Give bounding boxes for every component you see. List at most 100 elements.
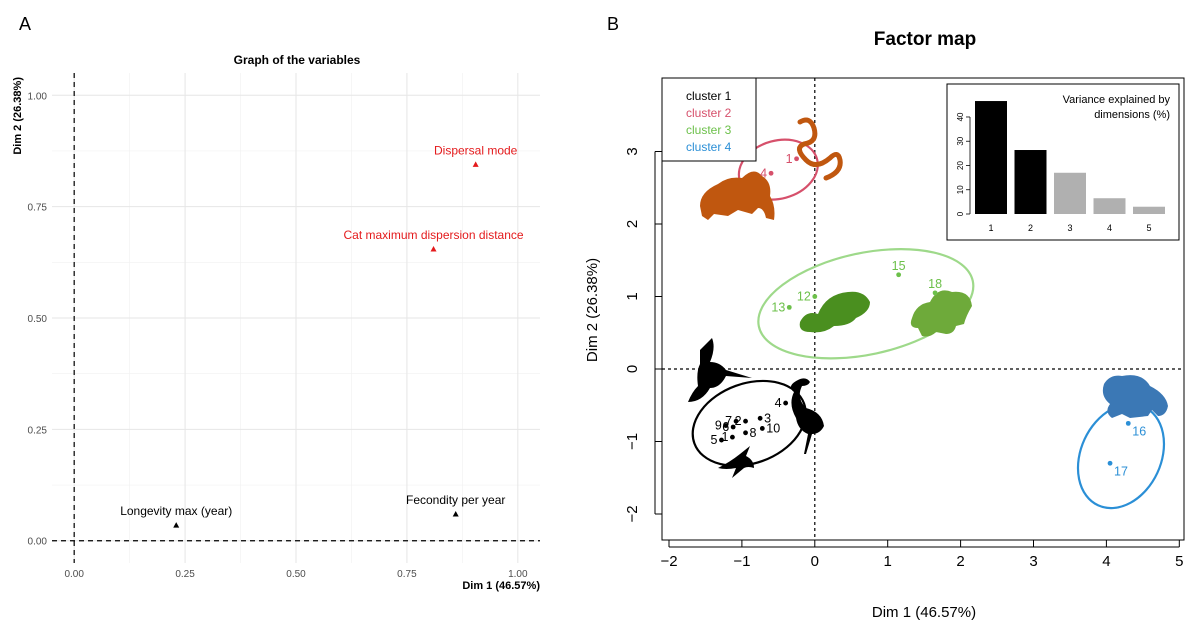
individual-point — [757, 415, 763, 421]
individual-label: 3 — [764, 411, 771, 425]
individual-point — [786, 304, 792, 310]
inset-x-label: 5 — [1146, 223, 1151, 233]
chart-b-title: Factor map — [874, 29, 976, 50]
inset-x-label: 3 — [1067, 223, 1072, 233]
variable-label: Fecondity per year — [406, 493, 505, 507]
panel-a-letter: A — [19, 14, 32, 34]
chart-a-title: Graph of the variables — [234, 53, 361, 67]
individual-label: 17 — [1114, 464, 1128, 478]
chart-b-ylabel: Dim 2 (26.38%) — [584, 258, 601, 362]
individual-point — [759, 426, 765, 431]
panel-b-letter: B — [607, 14, 620, 34]
individual-label: 10 — [766, 421, 780, 435]
cluster-legend: cluster 1 cluster 2 cluster 3 cluster 4 — [661, 77, 757, 162]
x-tick-label: 5 — [1175, 553, 1183, 570]
variance-inset: Variance explained by dimensions (%) 1 2 3… — [946, 83, 1180, 241]
variables-graph: Graph of the variables 0.00 0.00 0.25 0.25 0… — [12, 53, 540, 592]
y-tick-label: 3 — [624, 147, 641, 155]
individual-point — [794, 156, 799, 162]
variable-label: Cat maximum dispersion distance — [343, 228, 523, 242]
cluster-ellipse — [757, 248, 975, 360]
variable-label: Dispersal mode — [434, 143, 518, 157]
inset-y-tick-label: 0 — [956, 211, 965, 216]
variable-point — [173, 522, 180, 528]
x-tick-label: 1 — [884, 553, 892, 570]
individual-point — [743, 430, 748, 436]
inset-title-line-1: Variance explained by — [1063, 94, 1171, 106]
variable-point — [452, 511, 459, 517]
individual-point — [1125, 420, 1131, 426]
individual-label: 4 — [775, 396, 782, 410]
variance-bar — [1133, 206, 1165, 214]
variance-bar — [1093, 198, 1126, 214]
x-tick-label: 0 — [811, 553, 819, 570]
individual-label: 7 — [725, 414, 732, 428]
y-tick-label: 0.50 — [28, 314, 48, 325]
individual-label: 4 — [760, 166, 767, 180]
individual-point — [783, 400, 789, 406]
individual-point — [768, 170, 774, 176]
chart-a-points: Dispersal mode Cat maximum dispersion dis… — [120, 143, 524, 528]
chart-a-xlabel: Dim 1 (46.57%) — [462, 580, 540, 592]
individual-point — [812, 294, 818, 299]
y-tick-label: 2 — [624, 220, 641, 228]
chart-b-plot-box — [661, 77, 1185, 541]
y-tick-label: −2 — [624, 505, 641, 522]
individual-point — [932, 290, 938, 296]
legend-entry-cluster-2: cluster 2 — [686, 106, 732, 120]
variance-bar — [1054, 172, 1086, 214]
variable-point — [430, 245, 437, 252]
legend-box — [661, 77, 757, 162]
beaver-icon — [799, 291, 870, 333]
y-tick-label: 0.25 — [28, 425, 48, 436]
x-tick-label: 1.00 — [508, 569, 528, 580]
variable-label: Longevity max (year) — [120, 504, 232, 518]
individual-point — [730, 434, 735, 440]
individual-label: 13 — [771, 300, 785, 314]
frog-icon-orange — [700, 171, 775, 220]
x-tick-label: 2 — [956, 553, 964, 570]
inset-bars: 1 2 3 4 5 — [975, 101, 1165, 233]
individual-label: 1 — [721, 430, 728, 444]
chart-b-ellipses — [691, 138, 1166, 510]
x-tick-label: 0.50 — [286, 569, 306, 580]
legend-entry-cluster-1: cluster 1 — [686, 89, 732, 103]
individual-label: 5 — [711, 433, 718, 447]
individual-point — [1107, 460, 1113, 466]
x-tick-label: −1 — [733, 553, 750, 570]
inset-title-line-2: dimensions (%) — [1094, 109, 1170, 121]
inset-ticks: 0 10 20 30 40 — [956, 112, 971, 216]
individual-point — [730, 424, 736, 430]
individual-label: 12 — [797, 290, 811, 304]
individual-point — [733, 418, 739, 424]
y-tick-label: −1 — [624, 433, 641, 450]
inset-x-label: 4 — [1107, 223, 1112, 233]
legend-entry-cluster-4: cluster 4 — [686, 140, 732, 154]
individual-label: 18 — [928, 277, 942, 291]
variance-bar — [1014, 150, 1047, 214]
individual-point — [719, 437, 724, 443]
individual-point — [896, 272, 902, 278]
snake-icon — [797, 117, 843, 181]
swallow-icon — [718, 446, 754, 478]
x-tick-label: 0.25 — [175, 569, 195, 580]
chart-a-gridlines — [52, 73, 540, 563]
chart-b-axes — [662, 78, 1184, 540]
inset-y-tick-label: 20 — [956, 160, 965, 169]
individual-label: 16 — [1132, 424, 1146, 438]
individual-label: 6 — [722, 420, 729, 434]
y-tick-label: 0.75 — [28, 203, 48, 214]
legend-entry-cluster-3: cluster 3 — [686, 123, 732, 137]
inset-y-tick-label: 30 — [956, 136, 965, 145]
y-tick-label: 0.00 — [28, 537, 48, 548]
inset-x-label: 2 — [1028, 223, 1033, 233]
chart-a-ylabel: Dim 2 (26.38%) — [12, 77, 24, 155]
y-tick-label: 0 — [624, 365, 641, 373]
x-tick-label: 4 — [1102, 553, 1110, 570]
variance-bar — [975, 101, 1007, 214]
x-tick-label: 0.00 — [64, 569, 84, 580]
x-tick-label: 0.75 — [397, 569, 417, 580]
